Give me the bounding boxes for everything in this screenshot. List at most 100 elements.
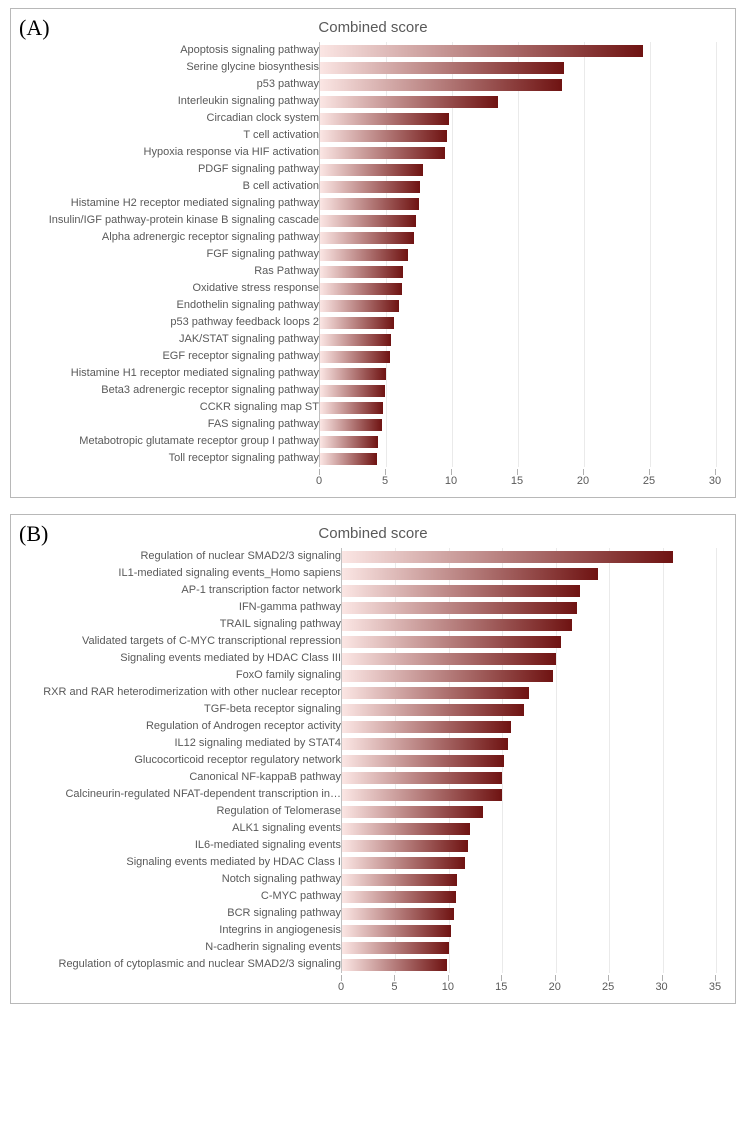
bar-label: C-MYC pathway (21, 888, 347, 905)
panel-a: (A) Combined score Apoptosis signaling p… (10, 8, 736, 498)
grid-line (650, 42, 651, 467)
page: (A) Combined score Apoptosis signaling p… (0, 0, 746, 1034)
chart-plot (341, 548, 716, 973)
bar-label: B cell activation (21, 178, 325, 195)
bar (342, 874, 457, 886)
bar (342, 891, 456, 903)
bar-row (320, 385, 385, 397)
bar-label: IFN-gamma pathway (21, 599, 347, 616)
bar-row (320, 147, 445, 159)
bar-label: Serine glycine biosynthesis (21, 59, 325, 76)
bar-label: PDGF signaling pathway (21, 161, 325, 178)
bar (320, 453, 377, 465)
bar (342, 959, 447, 971)
bar-row (342, 959, 447, 971)
bar (320, 402, 383, 414)
bar (342, 840, 468, 852)
bar-row (320, 181, 420, 193)
tick-label: 0 (338, 981, 344, 993)
tick-label: 15 (495, 981, 507, 993)
bar-row (342, 738, 508, 750)
bar-label: IL1-mediated signaling events_Homo sapie… (21, 565, 347, 582)
tick-label: 5 (382, 475, 388, 487)
bar (342, 602, 577, 614)
bar-label: IL6-mediated signaling events (21, 837, 347, 854)
bar (342, 619, 572, 631)
bar-label: Insulin/IGF pathway-protein kinase B sig… (21, 212, 325, 229)
bar (342, 568, 598, 580)
bar-row (320, 249, 408, 261)
grid-line (716, 548, 717, 973)
tick-label: 30 (655, 981, 667, 993)
bar-row (320, 266, 403, 278)
bar-row (320, 402, 383, 414)
bar-row (320, 317, 394, 329)
bar-label: Canonical NF-kappaB pathway (21, 769, 347, 786)
bar-row (342, 823, 470, 835)
bar-row (342, 619, 572, 631)
bar-label: Circadian clock system (21, 110, 325, 127)
bar-row (320, 96, 498, 108)
bar-label: Histamine H1 receptor mediated signaling… (21, 365, 325, 382)
tick-label: 25 (643, 475, 655, 487)
tick-label: 0 (316, 475, 322, 487)
bar-label: Signaling events mediated by HDAC Class … (21, 854, 347, 871)
bar-row (342, 653, 556, 665)
bar-label: Validated targets of C-MYC transcription… (21, 633, 347, 650)
bar (320, 147, 445, 159)
bar-label: ALK1 signaling events (21, 820, 347, 837)
bar (342, 925, 451, 937)
bar-row (320, 453, 377, 465)
bar (342, 687, 529, 699)
bar-label: p53 pathway (21, 76, 325, 93)
bar-label: Alpha adrenergic receptor signaling path… (21, 229, 325, 246)
chart-a-title: Combined score (21, 19, 725, 36)
bar-row (342, 891, 456, 903)
bar-row (320, 351, 390, 363)
bar-label: Endothelin signaling pathway (21, 297, 325, 314)
bar (342, 738, 508, 750)
bar (342, 755, 504, 767)
bar-label: Metabotropic glutamate receptor group I … (21, 433, 325, 450)
bar-label: Apoptosis signaling pathway (21, 42, 325, 59)
bar-row (320, 62, 564, 74)
bar-label: Regulation of Androgen receptor activity (21, 718, 347, 735)
bar-row (342, 636, 561, 648)
bar (320, 232, 414, 244)
bar-row (342, 704, 524, 716)
bar (320, 79, 562, 91)
bar-row (342, 840, 468, 852)
bar-label: Interleukin signaling pathway (21, 93, 325, 110)
bar-label: FAS signaling pathway (21, 416, 325, 433)
tick-label: 30 (709, 475, 721, 487)
bar (342, 772, 502, 784)
bar-label: Ras Pathway (21, 263, 325, 280)
bar-label: FGF signaling pathway (21, 246, 325, 263)
bar-label: Notch signaling pathway (21, 871, 347, 888)
chart-plot (319, 42, 716, 467)
chart-labels-col: Apoptosis signaling pathwaySerine glycin… (21, 42, 319, 493)
panel-b: (B) Combined score Regulation of nuclear… (10, 514, 736, 1004)
bar-row (320, 164, 423, 176)
x-axis: 051015202530 (319, 469, 715, 493)
bar-label: Toll receptor signaling pathway (21, 450, 325, 467)
bar (320, 45, 643, 57)
bar (320, 266, 403, 278)
bar-label: FoxO family signaling (21, 667, 347, 684)
bar (320, 419, 382, 431)
chart-b-title: Combined score (21, 525, 725, 542)
bar (342, 670, 553, 682)
bar (320, 317, 394, 329)
bar-label: RXR and RAR heterodimerization with othe… (21, 684, 347, 701)
bar-row (342, 670, 553, 682)
grid-line (518, 42, 519, 467)
bar-row (320, 215, 416, 227)
bar (320, 436, 378, 448)
bar-row (342, 721, 511, 733)
bar-label: T cell activation (21, 127, 325, 144)
bar-row (320, 419, 382, 431)
tick-label: 20 (549, 981, 561, 993)
bar (320, 351, 390, 363)
bar-row (342, 772, 502, 784)
bar-label: Hypoxia response via HIF activation (21, 144, 325, 161)
